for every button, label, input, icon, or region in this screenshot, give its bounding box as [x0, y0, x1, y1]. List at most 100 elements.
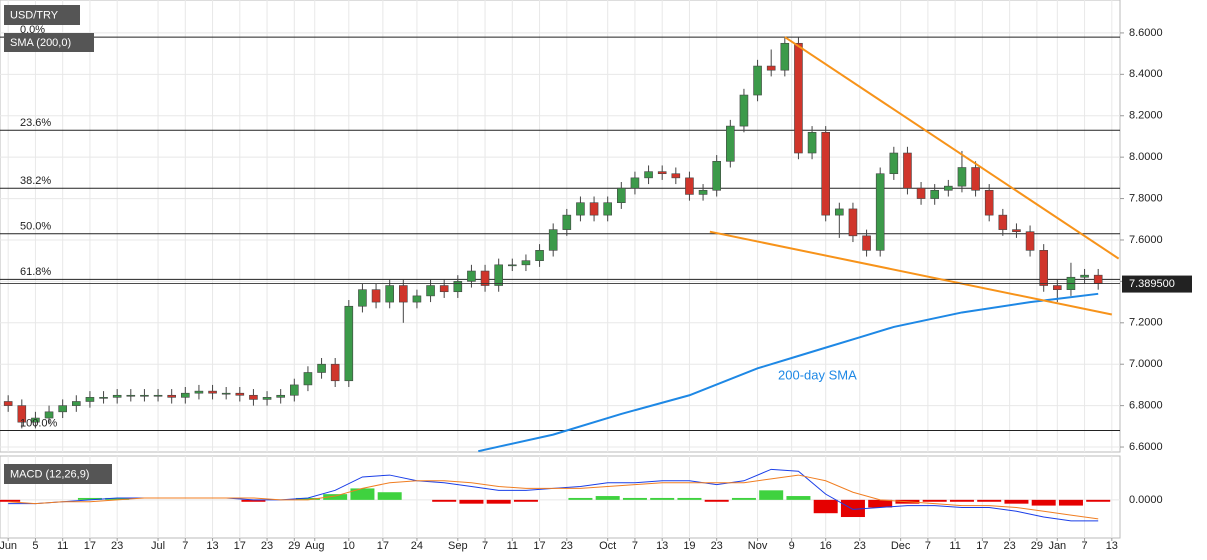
x-tick-label: 13	[656, 540, 668, 552]
x-tick-label: 23	[261, 540, 273, 552]
macd-histogram-bar	[731, 497, 756, 500]
x-tick-label: Aug	[305, 540, 325, 552]
fib-label: 50.0%	[20, 221, 51, 233]
macd-histogram-bar	[1004, 499, 1029, 504]
candle-body	[344, 305, 354, 382]
candle-body	[944, 185, 953, 191]
candle-body	[494, 264, 503, 286]
macd-histogram-bar	[704, 499, 729, 502]
overlay-label: SMA (200,0)	[10, 37, 71, 49]
candle-body	[685, 177, 694, 195]
candle-body	[140, 394, 149, 397]
macd-panel	[0, 455, 1121, 539]
x-tick-label: 23	[711, 540, 723, 552]
candle-body	[848, 208, 858, 237]
symbol-tag	[4, 5, 80, 25]
x-tick-label: 7	[482, 540, 488, 552]
x-tick-label: 11	[507, 540, 518, 552]
y-tick-label: 7.0000	[1129, 358, 1163, 370]
macd-layer	[0, 468, 1111, 522]
x-tick-label: 10	[343, 540, 355, 552]
x-tick-label: 17	[377, 540, 389, 552]
y-tick-label: 8.6000	[1129, 27, 1163, 39]
candle-body	[957, 167, 967, 187]
candle-body	[262, 397, 272, 400]
candle-body	[412, 295, 422, 303]
x-tick-label: 19	[683, 540, 695, 552]
x-tick-label: 23	[854, 540, 866, 552]
y-tick-label: 8.4000	[1129, 68, 1163, 80]
last-price-label: 7.389500	[1129, 278, 1175, 290]
candle-body	[998, 214, 1008, 230]
candle-body	[3, 401, 13, 406]
candle-body	[290, 384, 299, 396]
candle-body	[835, 208, 844, 216]
last-price-tag	[1122, 275, 1192, 293]
y-tick-label: 8.0000	[1129, 151, 1163, 163]
macd-tag	[4, 464, 112, 484]
macd-y-tick-label: 0.0000	[1129, 494, 1163, 506]
macd-histogram-bar	[323, 494, 348, 500]
candle-body	[862, 235, 871, 251]
x-tick-label: 29	[1031, 540, 1043, 552]
macd-histogram-bar	[650, 497, 675, 500]
x-tick-label: Sep	[448, 540, 468, 552]
candle-body	[112, 394, 122, 398]
candle-body	[194, 390, 204, 394]
x-tick-label: 23	[1004, 540, 1016, 552]
candle-body	[330, 363, 340, 382]
candle-body	[467, 270, 476, 282]
candle-body	[58, 405, 67, 413]
candle-body	[726, 125, 735, 162]
x-tick-label: 7	[632, 540, 638, 552]
candle-body	[453, 281, 463, 293]
macd-histogram-bar	[0, 499, 21, 502]
signal-line	[8, 474, 1099, 520]
candle-body	[508, 264, 517, 267]
sma-line	[478, 292, 1099, 452]
sma-tag	[4, 33, 94, 52]
macd-histogram-bar	[759, 490, 784, 500]
x-tick-label: Jun	[0, 540, 17, 552]
fib-label: 0.0%	[20, 24, 45, 36]
candle-body	[208, 390, 217, 394]
main-panel	[0, 0, 1121, 453]
x-tick-label: 11	[57, 540, 68, 552]
candle-body	[521, 260, 531, 266]
x-tick-label: 13	[1106, 540, 1118, 552]
candle-body	[235, 392, 245, 396]
candle-body	[712, 160, 721, 191]
macd-histogram-bar	[868, 499, 893, 508]
x-tick-label: 23	[111, 540, 123, 552]
macd-histogram-bar	[595, 496, 620, 500]
x-tick-label: 16	[820, 540, 832, 552]
macd-histogram-bar	[949, 499, 974, 502]
macd-histogram-bar	[241, 499, 266, 502]
candle-body	[99, 397, 108, 399]
sma-annotation: 200-day SMA	[778, 367, 857, 382]
candle-body	[603, 202, 612, 216]
fib-label: 38.2%	[20, 175, 51, 187]
candle-body	[480, 270, 490, 286]
candle-body	[930, 189, 939, 199]
candle-body	[1025, 231, 1035, 251]
candle-body	[1093, 274, 1103, 284]
candle-body	[1039, 250, 1048, 286]
candle-body	[153, 394, 163, 397]
x-tick-label: 7	[1082, 540, 1088, 552]
candle-body	[657, 171, 667, 175]
macd-histogram-bar	[377, 492, 402, 500]
macd-histogram-bar	[459, 499, 484, 504]
candle-body	[780, 42, 790, 71]
candle-body	[1053, 285, 1062, 290]
macd-histogram-bar	[813, 499, 838, 514]
candle-body	[889, 152, 899, 175]
price-layer	[0, 36, 1120, 452]
x-tick-label: 29	[288, 540, 300, 552]
candle-body	[317, 363, 326, 373]
x-tick-label: 17	[533, 540, 545, 552]
candle-body	[72, 401, 81, 406]
y-tick-label: 7.8000	[1129, 192, 1163, 204]
trendline	[709, 230, 1113, 316]
